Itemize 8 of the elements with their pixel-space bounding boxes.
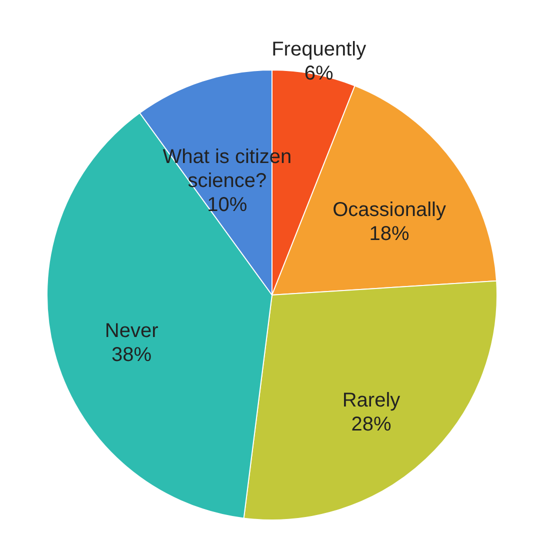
data-label: 38% — [112, 344, 152, 366]
slice-label: Never — [104, 320, 159, 342]
slice-label: Rarely — [342, 390, 400, 412]
data-label: 18% — [369, 222, 410, 245]
slice-label: Frequently — [272, 38, 366, 60]
slice-label: Ocassionally — [332, 198, 446, 221]
data-label: 28% — [351, 414, 392, 436]
data-label: 10% — [207, 194, 248, 216]
